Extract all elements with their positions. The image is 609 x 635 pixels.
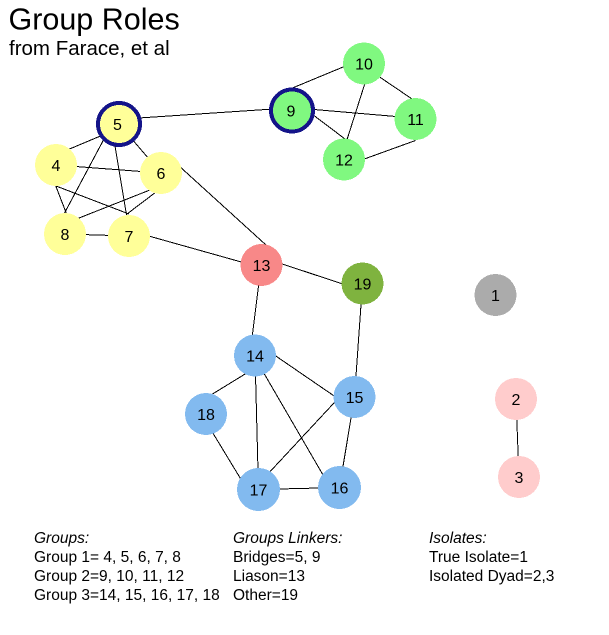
svg-text:Isolates:: Isolates: bbox=[429, 530, 487, 547]
svg-text:13: 13 bbox=[253, 258, 271, 275]
svg-text:1: 1 bbox=[491, 288, 500, 305]
svg-text:Liason=13: Liason=13 bbox=[233, 568, 305, 585]
svg-text:12: 12 bbox=[335, 153, 353, 170]
svg-text:3: 3 bbox=[515, 470, 524, 487]
svg-text:Group 1= 4, 5, 6, 7, 8: Group 1= 4, 5, 6, 7, 8 bbox=[34, 549, 181, 566]
svg-text:6: 6 bbox=[157, 166, 166, 183]
svg-text:11: 11 bbox=[407, 112, 424, 129]
svg-text:4: 4 bbox=[52, 158, 61, 175]
svg-text:5: 5 bbox=[113, 117, 122, 134]
svg-text:True Isolate=1: True Isolate=1 bbox=[429, 549, 528, 566]
svg-text:18: 18 bbox=[197, 407, 215, 424]
svg-text:Isolated Dyad=2,3: Isolated Dyad=2,3 bbox=[429, 568, 554, 585]
svg-text:15: 15 bbox=[346, 390, 364, 407]
svg-text:16: 16 bbox=[331, 481, 349, 498]
svg-text:19: 19 bbox=[354, 277, 372, 294]
svg-text:Group Roles: Group Roles bbox=[9, 3, 180, 37]
svg-text:14: 14 bbox=[246, 349, 264, 366]
svg-text:Other=19: Other=19 bbox=[233, 587, 298, 604]
svg-text:10: 10 bbox=[355, 57, 373, 74]
svg-text:7: 7 bbox=[125, 229, 134, 246]
svg-text:17: 17 bbox=[250, 483, 268, 500]
svg-text:9: 9 bbox=[287, 104, 296, 121]
svg-text:Bridges=5, 9: Bridges=5, 9 bbox=[233, 549, 320, 566]
svg-text:2: 2 bbox=[512, 392, 521, 409]
svg-text:from Farace, et al: from Farace, et al bbox=[9, 37, 170, 60]
svg-text:8: 8 bbox=[61, 227, 70, 244]
svg-text:Group 3=14, 15, 16, 17, 18: Group 3=14, 15, 16, 17, 18 bbox=[34, 587, 220, 604]
svg-text:Group 2=9, 10, 11, 12: Group 2=9, 10, 11, 12 bbox=[34, 568, 184, 585]
svg-text:Groups Linkers:: Groups Linkers: bbox=[233, 530, 342, 547]
svg-text:Groups:: Groups: bbox=[34, 530, 89, 547]
